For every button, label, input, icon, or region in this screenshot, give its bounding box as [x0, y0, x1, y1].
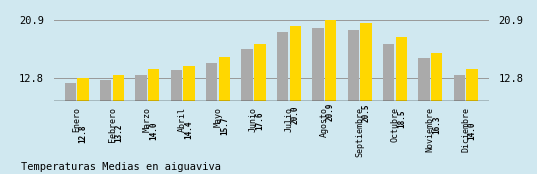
Text: 16.3: 16.3 — [432, 115, 441, 134]
Bar — [135, 75, 147, 168]
Bar — [77, 78, 89, 168]
Bar — [289, 26, 301, 168]
Text: 12.8: 12.8 — [78, 125, 88, 143]
Bar — [148, 69, 159, 168]
Text: 14.4: 14.4 — [185, 120, 194, 139]
Bar — [219, 57, 230, 168]
Bar — [467, 69, 478, 168]
Bar — [254, 44, 265, 168]
Text: 20.0: 20.0 — [291, 105, 300, 124]
Bar — [113, 75, 124, 168]
Bar — [431, 53, 442, 168]
Bar — [347, 30, 359, 168]
Text: 15.7: 15.7 — [220, 117, 229, 135]
Bar — [312, 28, 323, 168]
Bar — [325, 20, 336, 168]
Text: Temperaturas Medias en aiguaviva: Temperaturas Medias en aiguaviva — [21, 162, 221, 172]
Bar — [383, 44, 394, 168]
Text: 18.5: 18.5 — [397, 109, 406, 128]
Bar — [418, 58, 430, 168]
Text: 17.6: 17.6 — [256, 112, 264, 130]
Bar — [396, 37, 407, 168]
Bar — [277, 32, 288, 168]
Text: 14.0: 14.0 — [468, 121, 476, 140]
Bar — [360, 23, 372, 168]
Bar — [454, 75, 465, 168]
Bar — [64, 83, 76, 168]
Bar — [206, 63, 217, 168]
Bar — [171, 70, 182, 168]
Text: 20.5: 20.5 — [361, 104, 371, 122]
Text: 20.9: 20.9 — [326, 103, 335, 121]
Bar — [184, 66, 195, 168]
Text: 13.2: 13.2 — [114, 124, 123, 142]
Bar — [100, 80, 111, 168]
Text: 14.0: 14.0 — [149, 121, 158, 140]
Bar — [242, 49, 253, 168]
